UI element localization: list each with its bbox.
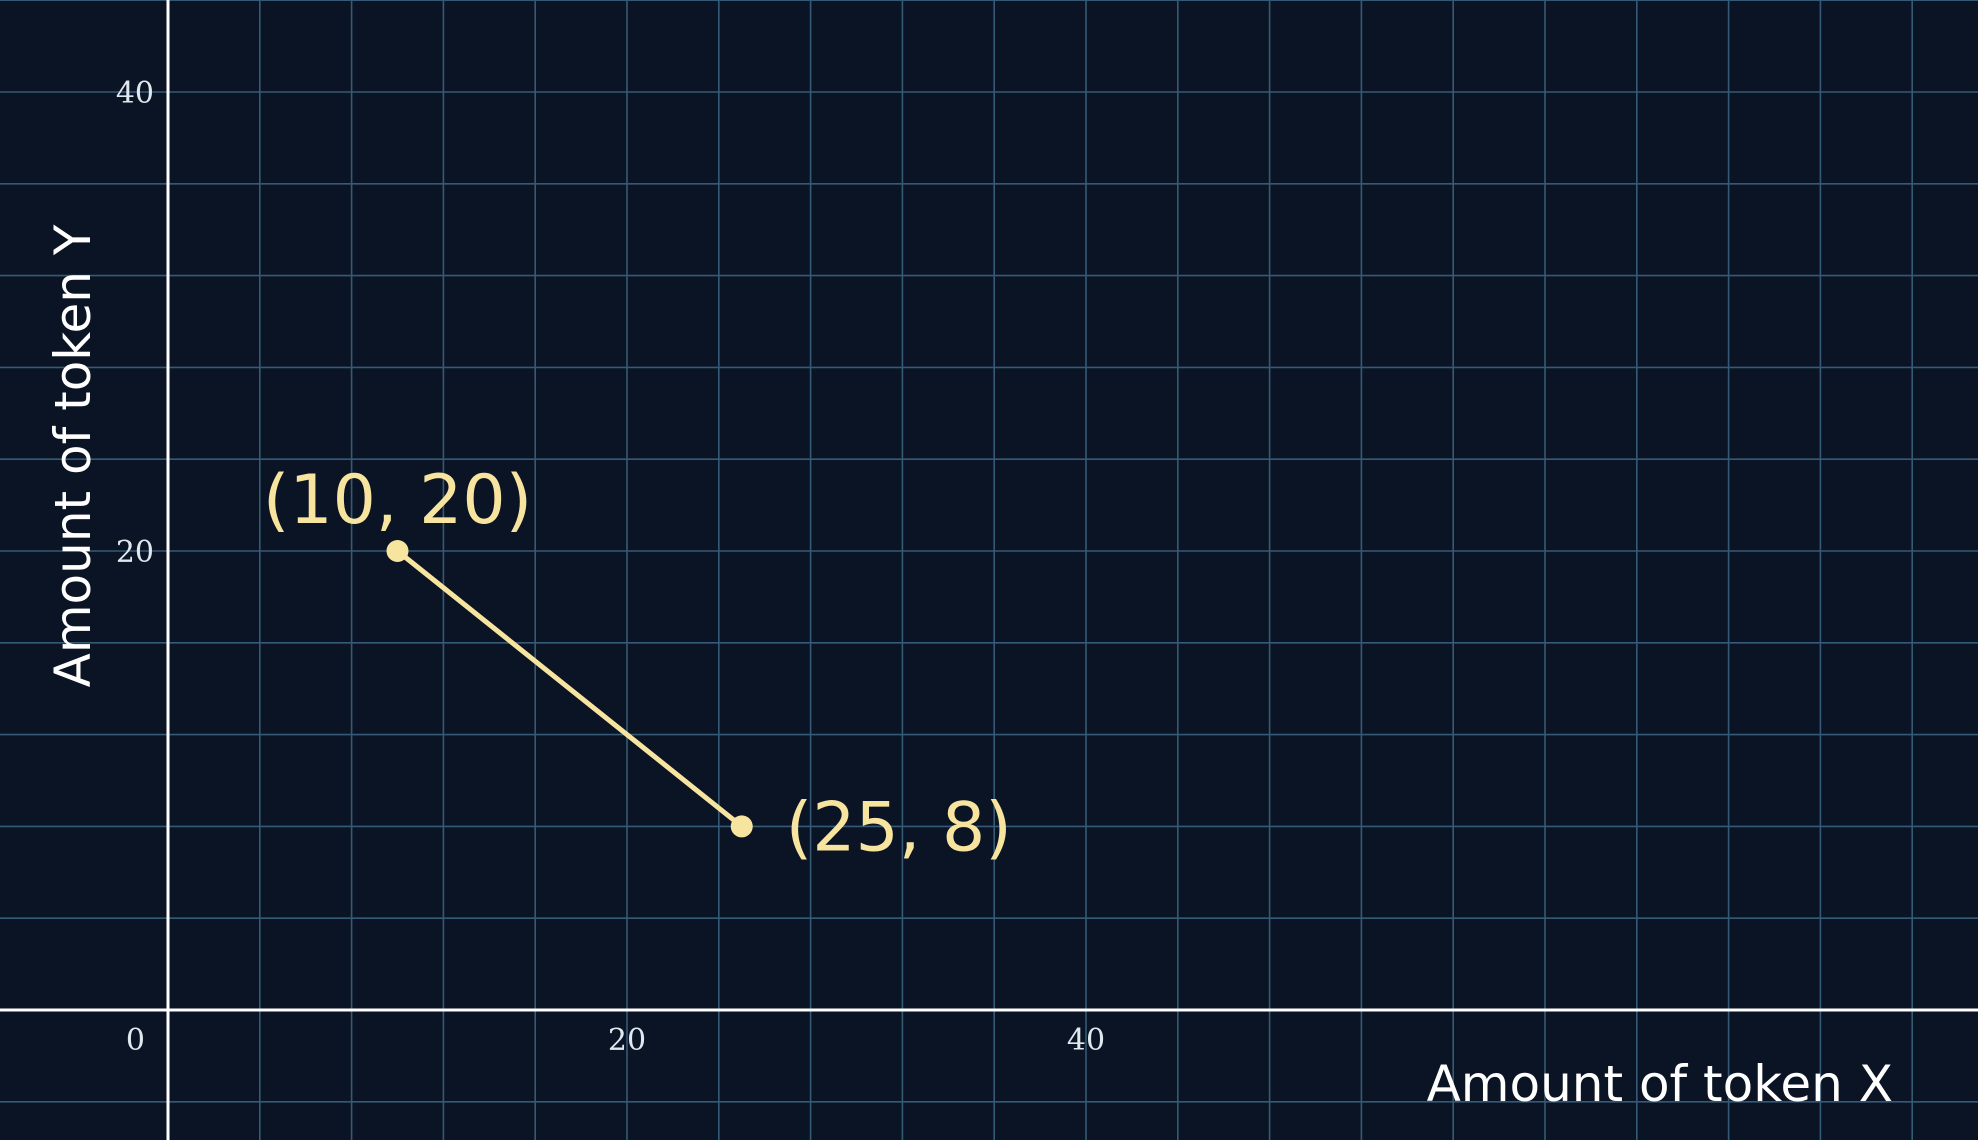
- y-axis-title: Amount of token Y: [44, 224, 102, 687]
- labels: 0 20 40 20 40 (10, 20) (25, 8): [116, 76, 1105, 1058]
- y-tick-label: 40: [116, 76, 154, 111]
- y-tick-label: 20: [116, 535, 154, 570]
- x-tick-label: 0: [126, 1023, 145, 1058]
- data-point: [386, 540, 409, 562]
- series: [386, 540, 753, 838]
- data-point-label: (25, 8): [786, 788, 1012, 867]
- series-line: [395, 548, 745, 829]
- x-axis-title: Amount of token X: [1427, 1055, 1893, 1113]
- data-point: [730, 815, 753, 838]
- x-tick-label: 40: [1067, 1023, 1105, 1058]
- x-tick-label: 20: [608, 1023, 646, 1058]
- data-point-label: (10, 20): [263, 461, 532, 540]
